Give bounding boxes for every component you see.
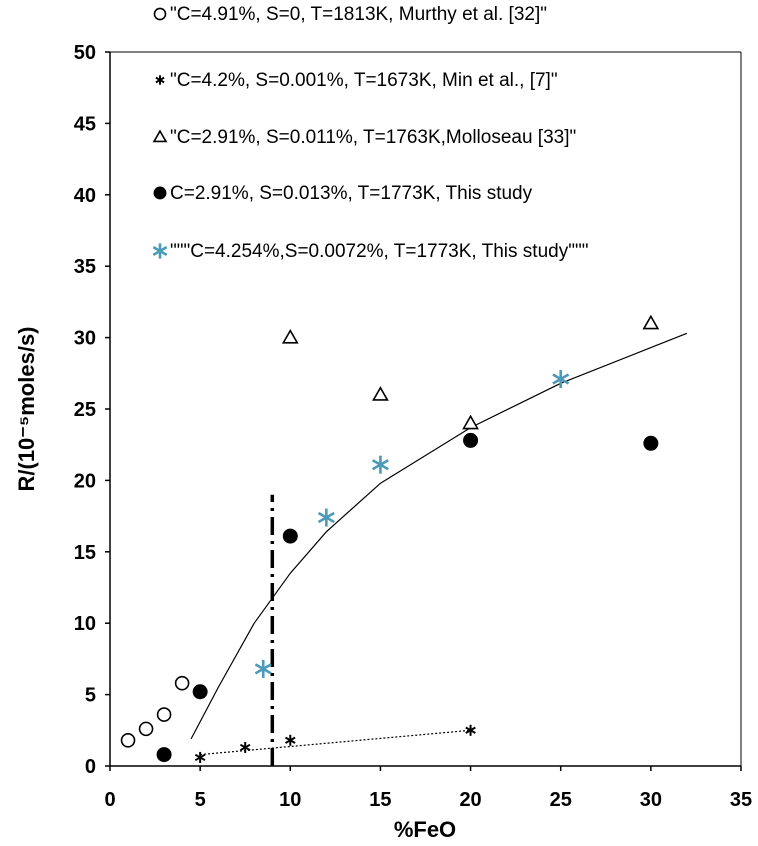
- legend-item-2: "C=4.2%, S=0.001%, T=1673K, Min et al., …: [155, 70, 558, 91]
- data-point-series-2-stroke-2: [285, 736, 296, 744]
- data-point-series-2: [194, 751, 206, 763]
- data-point-series-3-shape: [642, 314, 660, 330]
- legend-marker-1-shape: [153, 7, 167, 21]
- y-tick-label: 35: [74, 256, 96, 278]
- legend-marker-4: [153, 186, 167, 200]
- legend-label-3: "C=2.91%, S=0.011%, T=1763K,Molloseau [3…: [170, 127, 576, 148]
- data-point-series-2-stroke-2: [239, 743, 251, 752]
- data-point-series-5: [254, 659, 272, 678]
- data-point-series-5-stroke-2: [552, 373, 570, 385]
- y-tick-label: 15: [74, 542, 96, 564]
- data-point-series-5-stroke-2: [254, 663, 272, 675]
- y-tick-label: 40: [74, 185, 96, 207]
- data-point-series-1: [120, 732, 136, 748]
- y-tick-label: 0: [85, 756, 96, 778]
- x-axis-title: %FeO: [394, 817, 456, 842]
- data-point-series-4: [192, 684, 208, 700]
- legend-marker-2: [155, 75, 165, 85]
- legend-marker-2-stroke-2: [155, 76, 165, 84]
- x-tick-label: 5: [195, 789, 206, 811]
- data-point-series-4: [643, 435, 659, 451]
- data-point-series-1-shape: [156, 707, 172, 722]
- y-tick-label: 50: [74, 42, 96, 64]
- legend-label-2: "C=4.2%, S=0.001%, T=1673K, Min et al., …: [170, 70, 558, 91]
- data-point-series-5-stroke-2: [371, 459, 389, 471]
- legend-item-3: "C=2.91%, S=0.011%, T=1763K,Molloseau [3…: [152, 127, 576, 148]
- data-point-series-4: [463, 432, 479, 448]
- x-tick-label: 35: [730, 789, 752, 811]
- data-point-series-4-shape: [643, 435, 659, 451]
- data-point-series-3-shape: [281, 328, 299, 344]
- chart-axes: [109, 51, 742, 767]
- data-point-series-2-stroke-2: [465, 726, 476, 734]
- x-tick-label: 30: [640, 789, 662, 811]
- data-point-series-3: [642, 314, 660, 330]
- legend-item-4: C=2.91%, S=0.013%, T=1773K, This study: [153, 183, 533, 204]
- data-point-series-3: [462, 414, 479, 430]
- data-point-series-2: [465, 724, 476, 736]
- x-tick-label: 10: [279, 789, 301, 811]
- legend-label-5: """C=4.254%,S=0.0072%, T=1773K, This stu…: [170, 241, 588, 262]
- legend-marker-5: [152, 243, 168, 259]
- data-point-series-5-stroke-2: [317, 511, 335, 524]
- x-tick-label: 20: [459, 789, 481, 811]
- data-point-series-2: [285, 734, 296, 746]
- data-point-series-3-shape: [372, 386, 389, 401]
- data-point-series-1: [156, 707, 172, 722]
- y-axis-title: R/(10⁻⁵moles/s): [14, 327, 39, 492]
- y-tick-label: 20: [74, 470, 96, 492]
- data-point-series-4: [282, 528, 298, 544]
- data-point-series-3-shape: [462, 414, 479, 430]
- data-point-series-1-shape: [174, 675, 190, 691]
- trend-line-dotted: [200, 729, 471, 756]
- y-tick-label: 45: [74, 113, 96, 135]
- data-point-series-1-shape: [138, 721, 154, 737]
- legend-label-4: C=2.91%, S=0.013%, T=1773K, This study: [170, 183, 533, 204]
- data-point-series-2: [239, 741, 251, 753]
- data-point-series-4-shape: [463, 432, 479, 448]
- data-point-series-4: [156, 747, 172, 763]
- y-tick-label: 25: [74, 399, 96, 421]
- legend-item-5: """C=4.254%,S=0.0072%, T=1773K, This stu…: [152, 241, 588, 262]
- trend-line-solid: [190, 332, 688, 740]
- data-point-series-5: [371, 455, 389, 474]
- legend-marker-3-shape: [152, 129, 168, 143]
- y-tick-label: 30: [74, 328, 96, 350]
- data-point-series-3: [372, 386, 389, 401]
- data-point-series-2-stroke-2: [194, 753, 206, 762]
- data-point-series-1: [174, 675, 190, 691]
- data-point-series-3: [281, 328, 299, 344]
- tick-labels: 0 5 10 15 20 25 30 35 40 45 50 0 5 10 15 20 25 30 35: [74, 42, 752, 811]
- legend-marker-3: [152, 129, 168, 143]
- x-tick-label: 0: [104, 789, 115, 811]
- legend-marker-4-shape: [153, 186, 167, 200]
- legend-marker-1: [153, 7, 167, 21]
- data-point-series-4-shape: [156, 747, 172, 763]
- data-point-series-5: [317, 508, 335, 527]
- y-tick-label: 10: [74, 613, 96, 635]
- data-point-series-5: [552, 370, 570, 389]
- x-tick-label: 15: [369, 789, 391, 811]
- data-point-series-4-shape: [192, 684, 208, 700]
- trend-lines: [190, 332, 688, 766]
- y-tick-label: 5: [85, 685, 96, 707]
- data-point-series-4-shape: [282, 528, 298, 544]
- data-marks: [120, 314, 660, 763]
- x-tick-label: 25: [550, 789, 572, 811]
- legend-label-1: "C=4.91%, S=0, T=1813K, Murthy et al. [3…: [170, 4, 547, 25]
- legend-item-1: "C=4.91%, S=0, T=1813K, Murthy et al. [3…: [153, 4, 547, 25]
- legend: "C=4.91%, S=0, T=1813K, Murthy et al. [3…: [152, 4, 588, 262]
- data-point-series-1-shape: [120, 732, 136, 748]
- data-point-series-1: [138, 721, 154, 737]
- legend-marker-5-stroke-2: [152, 246, 168, 256]
